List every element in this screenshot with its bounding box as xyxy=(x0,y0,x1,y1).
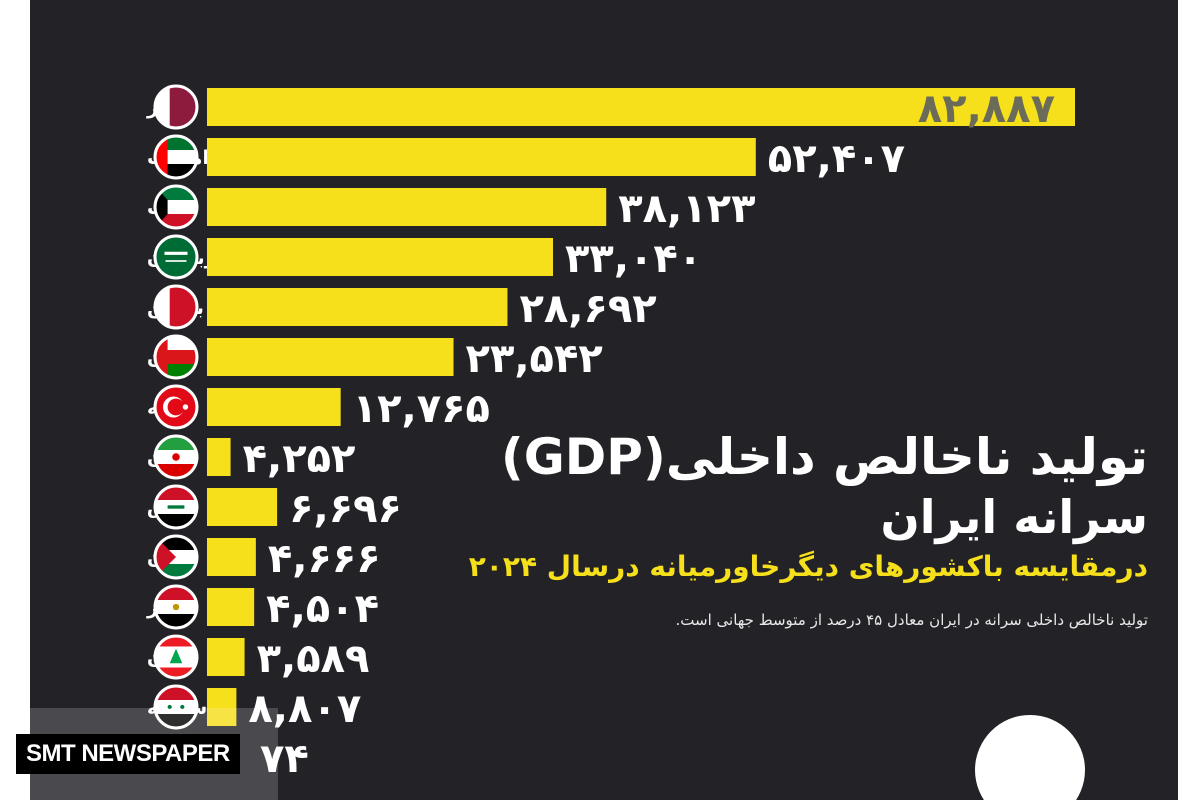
flag-ring xyxy=(153,184,199,230)
bar xyxy=(207,638,245,676)
flag-ring xyxy=(153,284,199,330)
value-label: ۱۲,۷۶۵ xyxy=(353,386,490,432)
chart-title-line1: تولید ناخالص داخلی(GDP) xyxy=(500,428,1148,486)
bar-row: کویت۳۸,۱۲۳ xyxy=(147,184,755,232)
bar xyxy=(207,488,278,526)
bar-row: قطر۸۲,۸۸۷ xyxy=(146,84,1075,132)
value-label: ۴,۲۵۲ xyxy=(243,436,356,482)
bar xyxy=(207,138,756,176)
bar-row: عراق۶,۶۹۶ xyxy=(147,484,402,532)
value-label: ۵۲,۴۰۷ xyxy=(768,136,905,182)
value-label: ۲۸,۶۹۲ xyxy=(519,286,656,332)
flag-ring xyxy=(153,634,199,680)
bar-chart: قطر۸۲,۸۸۷امارات۵۲,۴۰۷کویت۳۸,۱۲۳عربستان۳۳… xyxy=(146,84,1075,782)
flag-ring xyxy=(153,134,199,180)
bar xyxy=(207,538,256,576)
bar xyxy=(207,588,255,626)
bar xyxy=(207,288,508,326)
decorative-circle xyxy=(975,715,1085,800)
bar-row: عربستان۳۳,۰۴۰ xyxy=(147,234,702,282)
value-label: ۴,۵۰۴ xyxy=(266,586,379,632)
infographic-frame: قطر۸۲,۸۸۷امارات۵۲,۴۰۷کویت۳۸,۱۲۳عربستان۳۳… xyxy=(30,0,1178,800)
bar xyxy=(207,238,553,276)
chart-title-line2: سرانه ایران xyxy=(880,490,1149,544)
bar-row: ترکیه۱۲,۷۶۵ xyxy=(147,384,490,432)
watermark-label: SMT NEWSPAPER xyxy=(16,734,240,774)
flag-ring xyxy=(153,434,199,480)
value-label: ۳۸,۱۲۳ xyxy=(618,186,755,232)
bar-row: لبنان۳,۵۸۹ xyxy=(147,634,370,682)
bar-row: امارات۵۲,۴۰۷ xyxy=(147,134,905,182)
bar xyxy=(207,88,1075,126)
bar-row: اردن۴,۶۶۶ xyxy=(147,534,381,582)
value-label: ۲۳,۵۴۲ xyxy=(466,336,603,382)
bar-row: بحرین۲۸,۶۹۲ xyxy=(147,284,657,332)
value-label: ۳۳,۰۴۰ xyxy=(565,236,702,282)
bar-row: ایران۴,۲۵۲ xyxy=(147,434,356,482)
flag-ring xyxy=(153,234,199,280)
flag-ring xyxy=(153,484,199,530)
value-label: ۳,۵۸۹ xyxy=(257,636,370,682)
bar-row: سوریه۸,۸۰۷ xyxy=(147,684,361,732)
flag-ring xyxy=(153,584,199,630)
flag-ring xyxy=(153,534,199,580)
title-block: تولید ناخالص داخلی(GDP) سرانه ایران درمق… xyxy=(448,425,1148,631)
chart-note: تولید ناخالص داخلی سرانه در ایران معادل … xyxy=(675,611,1148,629)
partial-value-label: ۷۴ xyxy=(260,736,309,782)
value-label: ۶,۶۹۶ xyxy=(289,486,402,532)
flag-ring xyxy=(153,684,199,730)
value-label: ۴,۶۶۶ xyxy=(268,536,381,582)
value-label: ۸,۸۰۷ xyxy=(248,686,361,732)
flag-ring xyxy=(153,84,199,130)
flag-ring xyxy=(153,384,199,430)
bar xyxy=(207,338,454,376)
bar-row: مصر۴,۵۰۴ xyxy=(146,584,379,632)
bar-row: عمان۲۳,۵۴۲ xyxy=(147,334,603,382)
bar xyxy=(207,188,607,226)
bar xyxy=(207,388,341,426)
chart-subtitle: درمقایسه باکشورهای دیگرخاورمیانه درسال ۲… xyxy=(468,550,1148,583)
bar xyxy=(207,688,237,726)
flag-ring xyxy=(153,334,199,380)
bar xyxy=(207,438,231,476)
value-label: ۸۲,۸۸۷ xyxy=(918,86,1055,132)
